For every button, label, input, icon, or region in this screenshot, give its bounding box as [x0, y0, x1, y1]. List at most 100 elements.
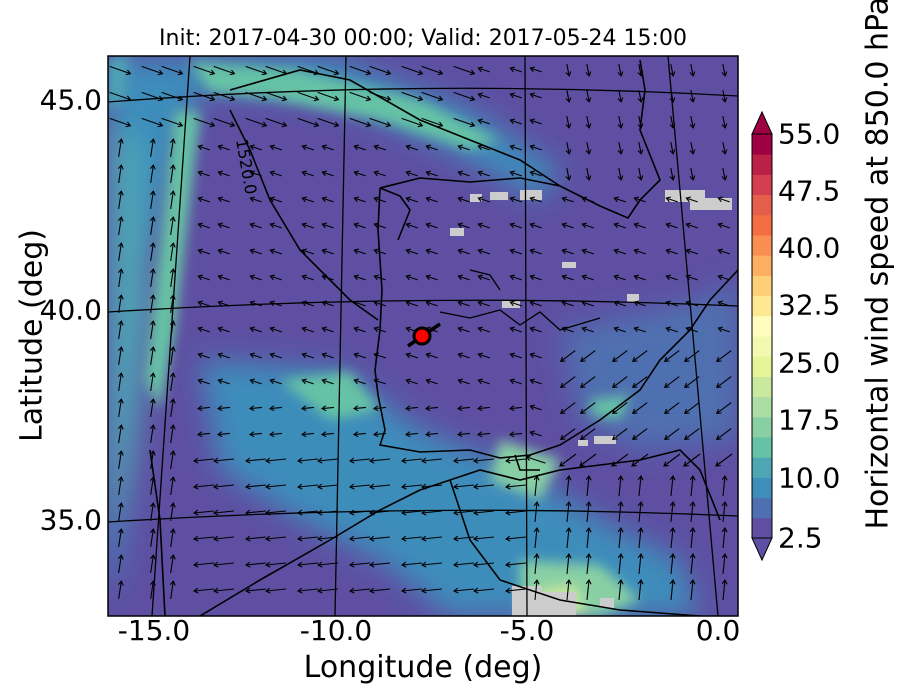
wind-vector — [249, 196, 262, 203]
wind-vector — [169, 554, 176, 573]
wind-vector — [269, 300, 282, 307]
wind-vector — [269, 352, 282, 359]
wind-vector — [301, 144, 314, 151]
wind-vector — [617, 553, 624, 575]
wind-vector — [373, 274, 386, 281]
wind-vector — [685, 300, 698, 307]
wind-vector — [149, 294, 156, 313]
wind-vector — [689, 116, 696, 129]
wind-vector — [509, 300, 522, 307]
wind-vector — [193, 535, 215, 542]
colorbar-segment — [752, 255, 772, 276]
wind-vector — [477, 144, 490, 151]
wind-vector — [689, 64, 696, 77]
wind-vector — [637, 501, 644, 523]
wind-vector — [611, 453, 629, 467]
wind-vector — [297, 509, 319, 516]
wind-vector — [193, 91, 216, 102]
wind-vector — [529, 430, 542, 437]
wind-vector — [529, 92, 542, 99]
wind-vector — [477, 222, 490, 229]
wind-vector — [617, 527, 624, 549]
wind-vector — [477, 352, 490, 359]
wind-vector — [631, 376, 648, 389]
wind-vector — [425, 300, 438, 307]
wind-vector — [109, 91, 132, 102]
wind-vector — [149, 268, 156, 287]
colorbar-segment — [752, 154, 772, 175]
wind-vector — [581, 300, 594, 307]
wind-vector — [217, 144, 230, 151]
wind-vector — [665, 196, 678, 203]
wind-vector — [721, 116, 728, 129]
wind-vector — [477, 66, 490, 73]
wind-vector — [476, 405, 491, 412]
wind-vector — [245, 117, 268, 128]
wind-vector — [689, 475, 696, 497]
wind-vector — [149, 320, 156, 339]
wind-vector — [301, 300, 314, 307]
wind-vector — [349, 457, 371, 464]
colorbar-frame — [751, 133, 773, 539]
wind-vector — [509, 118, 522, 125]
wind-vector — [685, 248, 698, 255]
wind-vector — [633, 222, 646, 229]
wind-vector — [353, 222, 366, 229]
colorbar-segment — [752, 214, 772, 236]
wind-vector — [529, 170, 542, 177]
wind-vector — [669, 142, 676, 155]
wind-vector — [353, 300, 366, 307]
wind-vector — [533, 501, 540, 523]
wind-vector — [141, 117, 164, 128]
wind-vector — [721, 475, 728, 497]
wind-vector — [585, 553, 592, 575]
wind-vector — [265, 587, 287, 594]
wind-vector — [321, 196, 334, 203]
wind-vector — [245, 587, 267, 594]
wind-vector — [321, 144, 334, 151]
wind-vector — [633, 274, 646, 281]
wind-vector — [193, 561, 215, 568]
wind-vector — [721, 64, 728, 77]
wind-vector — [373, 378, 386, 385]
wind-vector — [665, 274, 678, 281]
wind-vector — [297, 561, 319, 568]
wind-vector — [369, 535, 391, 542]
wind-vector — [249, 170, 262, 177]
wind-vector — [715, 402, 732, 415]
wind-vector — [425, 222, 438, 229]
wind-vector — [663, 402, 680, 415]
wind-vector — [529, 66, 542, 73]
colorbar-max-arrow — [751, 110, 773, 135]
colorbar-tick-label: 17.5 — [778, 403, 841, 437]
wind-vector — [249, 300, 262, 307]
wind-vector — [611, 350, 628, 363]
wind-vector — [533, 475, 540, 497]
wind-vector — [613, 326, 626, 333]
wind-vector — [717, 274, 730, 281]
wind-vector — [373, 352, 386, 359]
wind-vector — [321, 222, 334, 229]
wind-vector — [169, 372, 176, 391]
wind-vector — [721, 168, 728, 181]
wind-vector — [349, 117, 372, 128]
wind-vector — [197, 274, 210, 281]
wind-vector — [317, 91, 340, 102]
colorbar-tick-label: 47.5 — [778, 174, 841, 208]
wind-vector — [193, 65, 216, 76]
wind-vector — [579, 350, 596, 363]
wind-vector — [249, 378, 262, 385]
colorbar-min-arrow — [751, 537, 773, 562]
wind-vector — [637, 90, 644, 103]
wind-vector — [149, 138, 156, 157]
wind-vector — [453, 457, 475, 464]
wind-vector — [317, 117, 340, 128]
wind-vector — [213, 587, 235, 594]
wind-vector — [117, 242, 124, 261]
wind-vector — [169, 164, 176, 183]
wind-vector — [169, 294, 176, 313]
wind-vector — [117, 580, 124, 599]
wind-vector — [457, 378, 470, 385]
wind-vector — [457, 274, 470, 281]
wind-vector — [508, 431, 523, 438]
